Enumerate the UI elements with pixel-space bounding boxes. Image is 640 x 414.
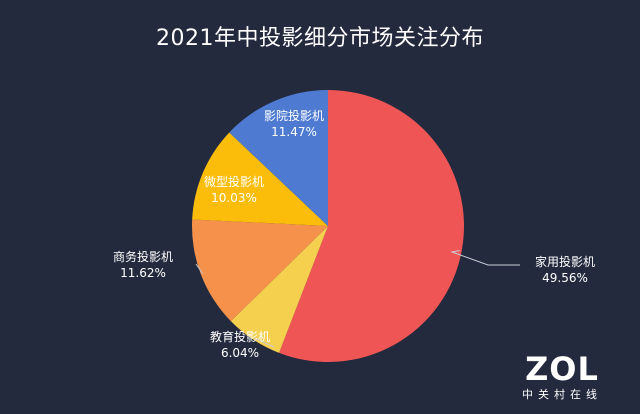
slice-value-label: 10.03% [211, 191, 257, 205]
logo-main-text: ZOL [525, 350, 599, 388]
slice-value-label: 6.04% [221, 346, 259, 360]
pie-slice [191, 219, 328, 322]
pie-slice [230, 226, 328, 353]
pie-slice [192, 132, 328, 226]
slice-name-label: 微型投影机 [204, 174, 264, 189]
pie-slice [229, 90, 328, 226]
slice-name-label: 教育投影机 [210, 329, 270, 344]
logo-sub-text: 中关村在线 [522, 388, 602, 401]
slice-value-label: 11.62% [120, 266, 166, 280]
slice-name-label: 家用投影机 [535, 254, 595, 269]
leader-line [254, 337, 275, 348]
leader-line [195, 263, 204, 274]
pie-slice [279, 89, 465, 362]
slice-value-label: 49.56% [542, 271, 588, 285]
slice-name-label: 影院投影机 [264, 108, 324, 123]
slice-name-label: 商务投影机 [113, 249, 173, 264]
chart-title: 2021年中投影细分市场关注分布 [156, 26, 484, 51]
leader-line [450, 250, 520, 266]
slice-value-label: 11.47% [271, 125, 317, 139]
zol-logo: ZOL 中关村在线 [522, 350, 602, 402]
